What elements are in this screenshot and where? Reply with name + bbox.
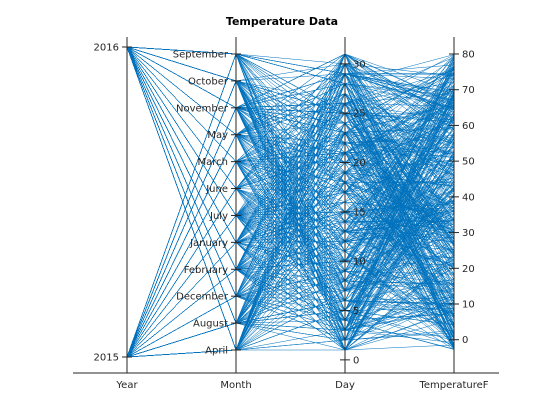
tick-label: November (176, 103, 229, 114)
tick-label: 5 (353, 306, 359, 317)
tick-label: 50 (462, 157, 475, 168)
tick-label: 15 (353, 207, 366, 218)
tick-label: December (176, 292, 229, 303)
tick-label: May (207, 130, 228, 141)
data-lines (126, 46, 455, 358)
tick-label: 20 (353, 158, 366, 169)
tick-label: April (205, 346, 228, 357)
tick-label: 2015 (94, 353, 119, 364)
axis-name-label: TemperatureF (418, 380, 488, 391)
tick-label: March (198, 157, 228, 168)
tick-label: October (188, 76, 229, 87)
axis-name-label: Year (115, 380, 138, 391)
chart-title: Temperature Data (226, 15, 338, 28)
axis-name-label: Month (220, 380, 251, 391)
data-line-path (126, 46, 455, 358)
tick-label: July (209, 211, 228, 222)
tick-label: September (173, 50, 229, 61)
tick-label: 30 (353, 59, 366, 70)
axis-labels: Year Month Day TemperatureF (115, 380, 488, 391)
tick-label: 25 (353, 109, 366, 120)
tick-label: 0 (353, 355, 359, 366)
axes: 20152016AprilAugustDecemberFebruaryJanua… (94, 37, 475, 373)
tick-label: 60 (462, 121, 475, 132)
tick-label: 40 (462, 192, 475, 203)
tick-label: 20 (462, 264, 475, 275)
tick-label: 10 (462, 300, 475, 311)
tick-label: 10 (353, 257, 366, 268)
tick-label: 30 (462, 228, 475, 239)
tick-label: 70 (462, 85, 475, 96)
tick-label: 80 (462, 50, 475, 61)
axis-name-label: Day (335, 380, 355, 391)
tick-label: 0 (462, 335, 468, 346)
tick-label: January (189, 238, 228, 249)
tick-label: August (193, 319, 228, 330)
tick-label: June (205, 184, 228, 195)
tick-label: 2016 (94, 43, 119, 54)
tick-label: February (184, 265, 228, 276)
